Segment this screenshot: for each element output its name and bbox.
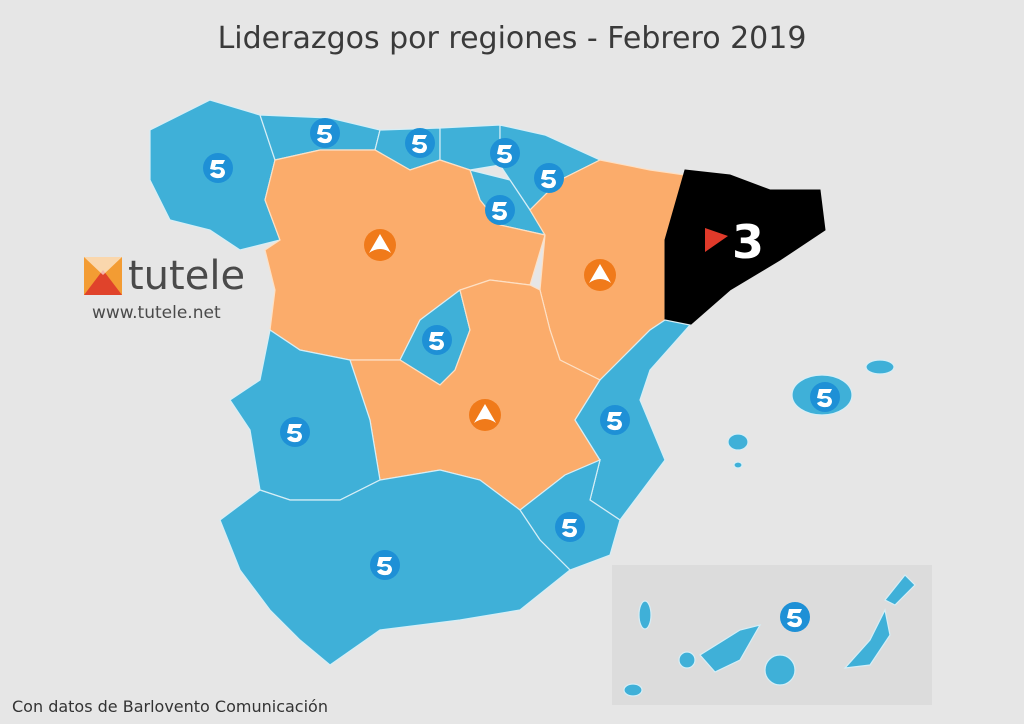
telecinco-icon (280, 417, 310, 447)
source-note: Con datos de Barlovento Comunicación (12, 697, 328, 716)
logo: tutele www.tutele.net (84, 253, 245, 323)
telecinco-icon (810, 382, 840, 412)
pais-vasco (439, 124, 501, 171)
telecinco-icon (534, 163, 564, 193)
antena3-icon (584, 259, 616, 291)
telecinco-icon (370, 550, 400, 580)
title: Liderazgos por regiones - Febrero 2019 (218, 21, 807, 56)
leader-icons: 3 (203, 118, 840, 632)
tv3-icon: 3 (705, 215, 764, 269)
telecinco-icon (490, 138, 520, 168)
tv3-label: 3 (732, 215, 764, 269)
telecinco-icon (780, 602, 810, 632)
antena3-icon (469, 399, 501, 431)
telecinco-icon (422, 325, 452, 355)
logo-url: www.tutele.net (92, 303, 221, 323)
telecinco-icon (555, 512, 585, 542)
logo-name: tutele (128, 253, 245, 299)
telecinco-icon (600, 405, 630, 435)
cataluna (664, 169, 826, 326)
antena3-icon (364, 229, 396, 261)
canarias (623, 574, 916, 697)
telecinco-icon (310, 118, 340, 148)
telecinco-icon (203, 153, 233, 183)
telecinco-icon (405, 128, 435, 158)
telecinco-icon (485, 195, 515, 225)
